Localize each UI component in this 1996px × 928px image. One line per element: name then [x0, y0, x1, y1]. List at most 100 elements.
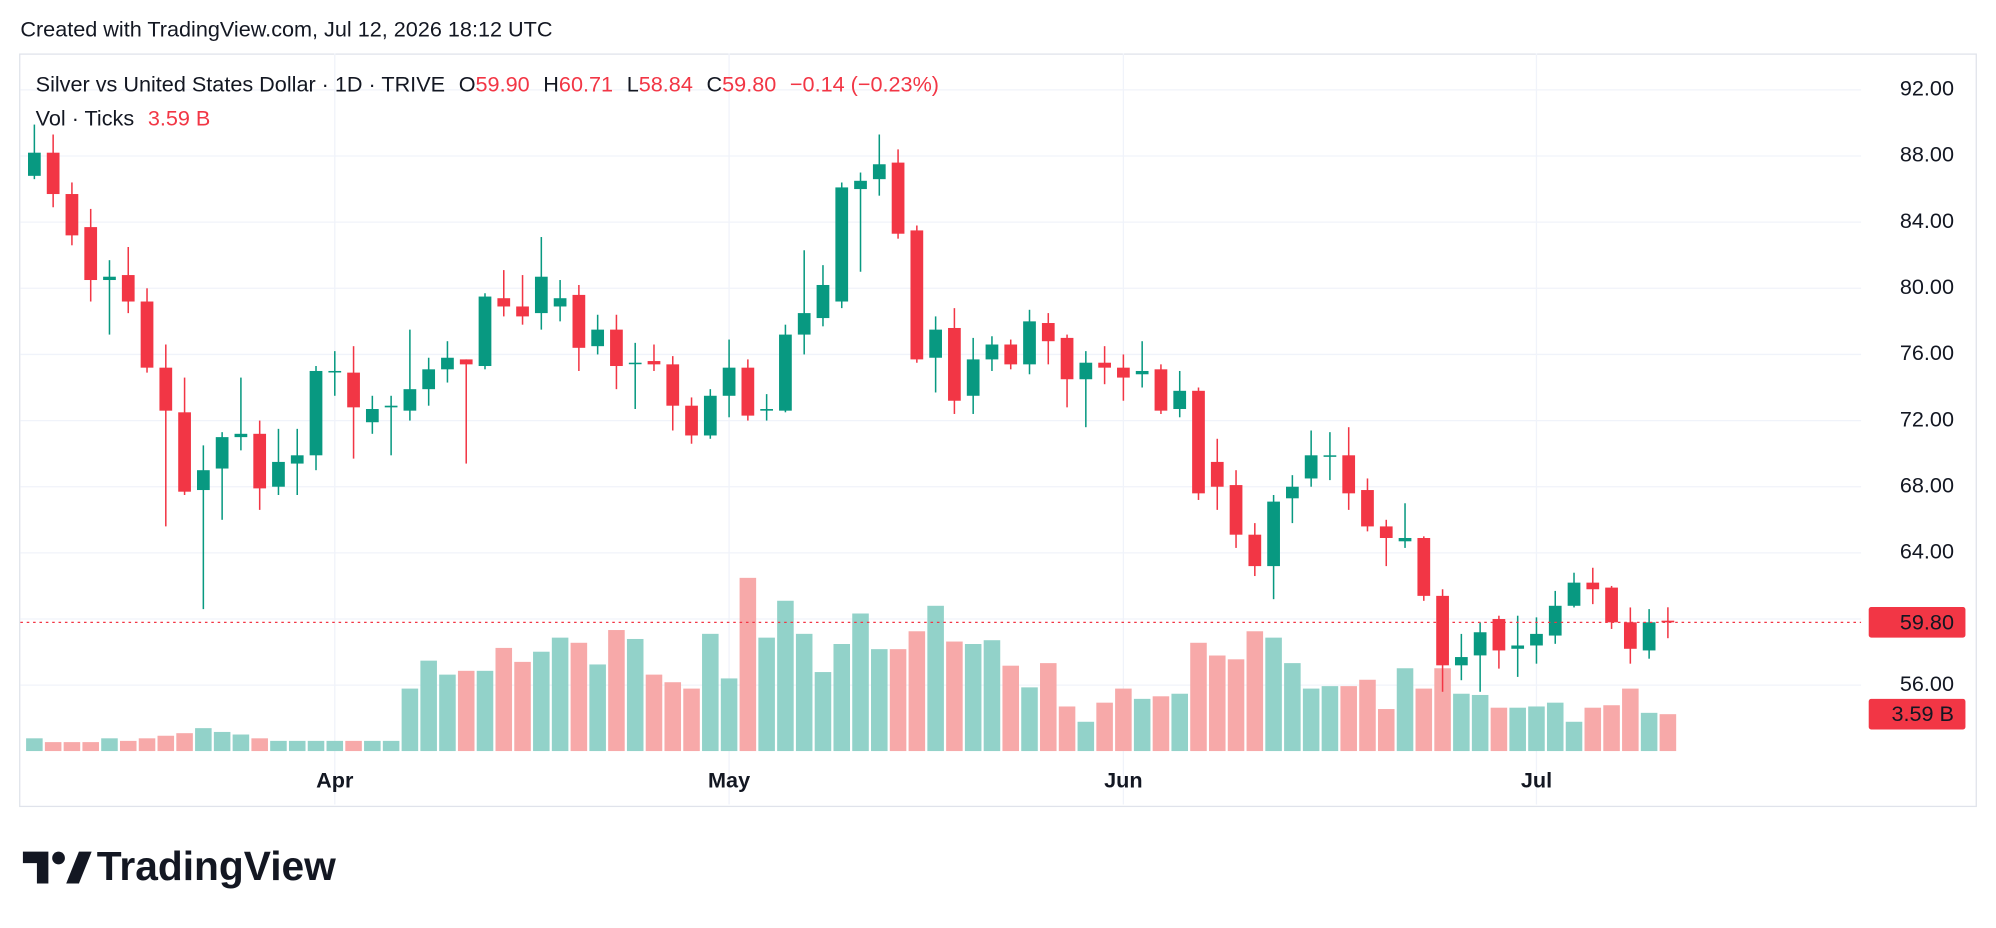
volume-bar [1377, 709, 1395, 752]
candle-body [1248, 534, 1262, 567]
open-value: 59.90 [476, 71, 530, 96]
logo-slash [66, 851, 92, 884]
volume-bar [1115, 688, 1132, 752]
volume-bar [1340, 686, 1357, 752]
candle-body [628, 362, 642, 365]
candle-body [1004, 344, 1018, 365]
candle-body [1379, 526, 1393, 538]
candle-body [1473, 632, 1487, 656]
volume-bar [1040, 663, 1057, 752]
volume-bar [176, 733, 193, 752]
candle-body [1098, 362, 1111, 368]
volume-bar [476, 670, 494, 752]
volume-bar [345, 740, 362, 752]
volume-bar [119, 740, 137, 752]
volume-bar [946, 641, 963, 752]
volume-bar [664, 682, 682, 752]
volume-bar [1227, 659, 1245, 752]
candle-body [347, 372, 360, 408]
candle-body [534, 276, 548, 314]
volume-bar [1434, 668, 1451, 752]
volume-bar [63, 742, 81, 752]
candle-body [215, 437, 229, 469]
volume-bar [1640, 712, 1658, 752]
volume-bar [720, 678, 738, 752]
candle-body [1586, 582, 1600, 590]
volume-bar [364, 740, 381, 752]
close-label: C [707, 71, 723, 96]
candle-body [1342, 455, 1356, 494]
volume-bar [626, 638, 644, 752]
volume-bar [1265, 637, 1282, 752]
volume-bar [533, 651, 550, 752]
candle-body [1304, 455, 1318, 479]
volume-legend: Vol · Ticks 3.59 B [36, 105, 211, 130]
volume-bar [1208, 655, 1226, 752]
candle-body [948, 327, 961, 401]
low-value: 58.84 [639, 71, 693, 96]
volume-bar [1509, 707, 1526, 752]
volume-bar [1471, 694, 1489, 752]
volume-last-box [1868, 698, 1966, 730]
volume-bar [702, 633, 719, 752]
candle-body [553, 298, 567, 307]
candle-body [666, 364, 680, 406]
candles [28, 124, 1675, 692]
candle-body [1398, 537, 1412, 542]
volume-bar [26, 738, 43, 752]
candle-body [1023, 321, 1036, 365]
volume-bar [1058, 706, 1076, 752]
candle-body [178, 412, 191, 492]
volume-bar [964, 644, 982, 752]
candle-body [65, 194, 79, 236]
candle-body [1605, 587, 1618, 623]
candle-body [1041, 323, 1055, 342]
volume-bar [777, 600, 794, 752]
candle-body [84, 227, 98, 281]
volume-bar [1453, 693, 1470, 752]
high-label: H [543, 71, 559, 96]
candle-body [966, 359, 980, 396]
volume-bar [758, 637, 775, 752]
created-note: Created with TradingView.com, Jul 12, 20… [20, 16, 552, 41]
logo-mark [22, 851, 49, 884]
volume-last: 3.59 B [148, 105, 211, 130]
candle-body [1060, 337, 1074, 380]
candle-body [422, 369, 436, 390]
candle-body [309, 370, 323, 456]
candle-body [816, 284, 830, 319]
volume-bar [401, 688, 419, 752]
candle-body [591, 329, 605, 347]
candle-body [272, 461, 285, 487]
y-tick-label: 84.00 [1900, 208, 1954, 233]
volume-bar [814, 672, 832, 752]
candle-body [1079, 362, 1093, 380]
open-label: O [459, 71, 476, 96]
candle-body [572, 294, 586, 348]
x-tick-label: Jul [1521, 767, 1552, 792]
volume-bar [157, 735, 175, 752]
volume-bar [44, 742, 62, 752]
volume-bar [1133, 698, 1151, 752]
volume-bar [1490, 707, 1508, 752]
candle-body [234, 433, 248, 438]
y-tick-label: 68.00 [1900, 472, 1954, 497]
volume-bar [495, 647, 513, 752]
candle-body [196, 470, 210, 491]
candle-body [516, 306, 529, 317]
legend: Silver vs United States Dollar · 1D · TR… [36, 71, 939, 96]
volume-bar [138, 738, 156, 752]
candle-body [384, 405, 398, 408]
volume-bar [852, 613, 869, 752]
logo-text: TradingView [97, 843, 336, 889]
change: −0.14 (−0.23%) [790, 71, 939, 96]
candle-body [872, 164, 886, 180]
candle-body [1661, 620, 1675, 623]
candle-body [647, 361, 661, 365]
volume-bar [1171, 693, 1188, 752]
volume-bar [232, 734, 250, 752]
volume-bar [983, 640, 1001, 752]
candle-body [1323, 455, 1337, 457]
